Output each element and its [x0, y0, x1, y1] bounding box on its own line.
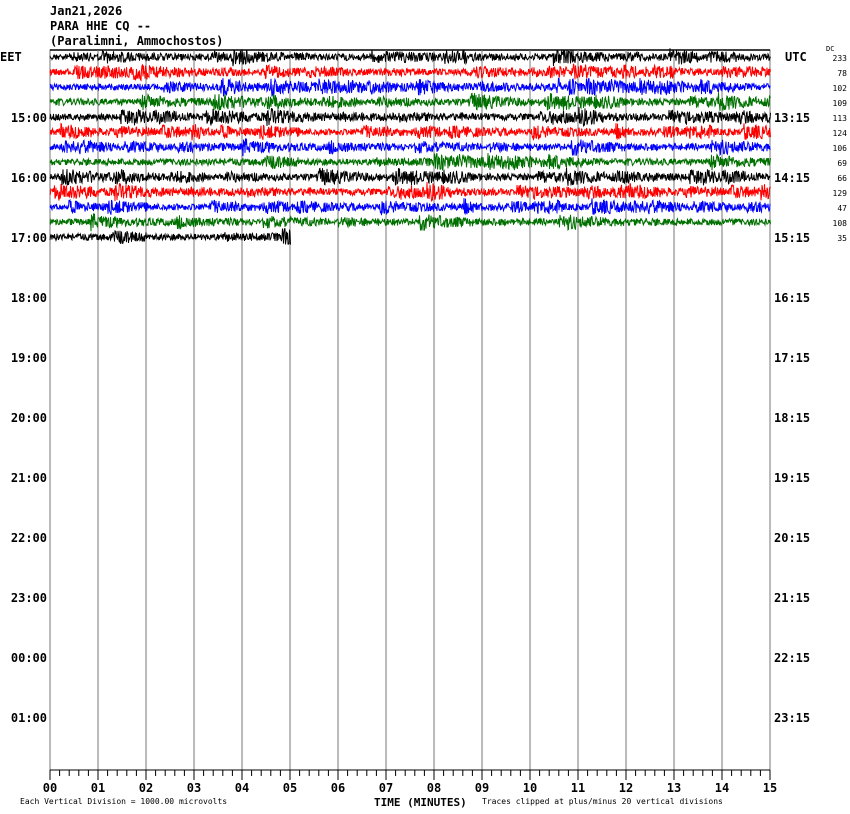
x-tick-label: 13 — [667, 781, 681, 795]
left-hour-label: 00:00 — [11, 651, 47, 665]
right-hour-label: 16:15 — [774, 291, 810, 305]
seismic-trace-row-5 — [49, 122, 771, 141]
right-timezone-label: UTC — [785, 50, 807, 64]
right-hour-label: 14:15 — [774, 171, 810, 185]
right-hour-label: 15:15 — [774, 231, 810, 245]
dc-offset-label: 124 — [833, 129, 848, 138]
dc-offset-label: 129 — [833, 189, 848, 198]
x-tick-label: 08 — [427, 781, 441, 795]
left-hour-label: 17:00 — [11, 231, 47, 245]
seismic-trace-row-9 — [49, 182, 771, 203]
x-tick-label: 14 — [715, 781, 729, 795]
dc-offset-label: 78 — [837, 69, 847, 78]
x-tick-label: 15 — [763, 781, 777, 795]
seismic-trace-row-8 — [49, 167, 771, 186]
seismic-trace-row-12 — [49, 228, 291, 245]
left-hour-label: 20:00 — [11, 411, 47, 425]
x-tick-label: 12 — [619, 781, 633, 795]
seismic-trace-row-11 — [49, 213, 771, 232]
date-label: Jan21,2026 — [50, 4, 123, 18]
x-tick-label: 11 — [571, 781, 585, 795]
seismic-trace-row-3 — [49, 92, 771, 111]
dc-offset-label: 47 — [837, 204, 847, 213]
plot-frame — [49, 49, 771, 771]
dc-header-label: DC — [826, 45, 834, 53]
left-hour-label: 01:00 — [11, 711, 47, 725]
seismic-trace-row-2 — [49, 77, 771, 97]
x-tick-label: 02 — [139, 781, 153, 795]
right-hour-label: 13:15 — [774, 111, 810, 125]
seismic-trace-row-10 — [49, 198, 771, 216]
x-tick-label: 00 — [43, 781, 57, 795]
x-axis-label: TIME (MINUTES) — [374, 796, 467, 809]
right-hour-label: 23:15 — [774, 711, 810, 725]
right-hour-label: 19:15 — [774, 471, 810, 485]
station-label: PARA HHE CQ -- — [50, 19, 152, 33]
dc-offset-label: 233 — [833, 54, 848, 63]
x-tick-label: 05 — [283, 781, 297, 795]
seismic-trace-row-6 — [49, 138, 771, 157]
left-timezone-label: EET — [0, 50, 22, 64]
dc-offset-label: 108 — [833, 219, 848, 228]
scale-note: Each Vertical Division = 1000.00 microvo… — [20, 797, 228, 806]
left-hour-label: 18:00 — [11, 291, 47, 305]
left-hour-label: 19:00 — [11, 351, 47, 365]
right-hour-label: 17:15 — [774, 351, 810, 365]
right-hour-label: 20:15 — [774, 531, 810, 545]
x-tick-label: 10 — [523, 781, 537, 795]
seismic-trace-row-4 — [49, 107, 771, 128]
x-tick-label: 09 — [475, 781, 489, 795]
left-hour-label: 21:00 — [11, 471, 47, 485]
x-tick-label: 07 — [379, 781, 393, 795]
right-hour-label: 22:15 — [774, 651, 810, 665]
left-hour-label: 15:00 — [11, 111, 47, 125]
seismic-trace-row-7 — [49, 153, 771, 172]
right-hour-label: 21:15 — [774, 591, 810, 605]
x-tick-label: 06 — [331, 781, 345, 795]
seismic-trace-row-0 — [49, 48, 771, 67]
dc-offset-label: 35 — [837, 234, 847, 243]
location-label: (Paralimni, Ammochostos) — [50, 34, 224, 48]
left-hour-label: 23:00 — [11, 591, 47, 605]
right-hour-label: 18:15 — [774, 411, 810, 425]
dc-offset-label: 109 — [833, 99, 848, 108]
seismic-trace-row-1 — [49, 63, 771, 82]
dc-offset-label: 113 — [833, 114, 848, 123]
left-hour-label: 16:00 — [11, 171, 47, 185]
clip-note: Traces clipped at plus/minus 20 vertical… — [482, 797, 723, 806]
x-tick-label: 03 — [187, 781, 201, 795]
dc-offset-label: 69 — [837, 159, 847, 168]
dc-offset-label: 106 — [833, 144, 848, 153]
dc-offset-label: 102 — [833, 84, 848, 93]
x-tick-label: 04 — [235, 781, 249, 795]
x-tick-label: 01 — [91, 781, 105, 795]
left-hour-label: 22:00 — [11, 531, 47, 545]
dc-offset-label: 66 — [837, 174, 847, 183]
